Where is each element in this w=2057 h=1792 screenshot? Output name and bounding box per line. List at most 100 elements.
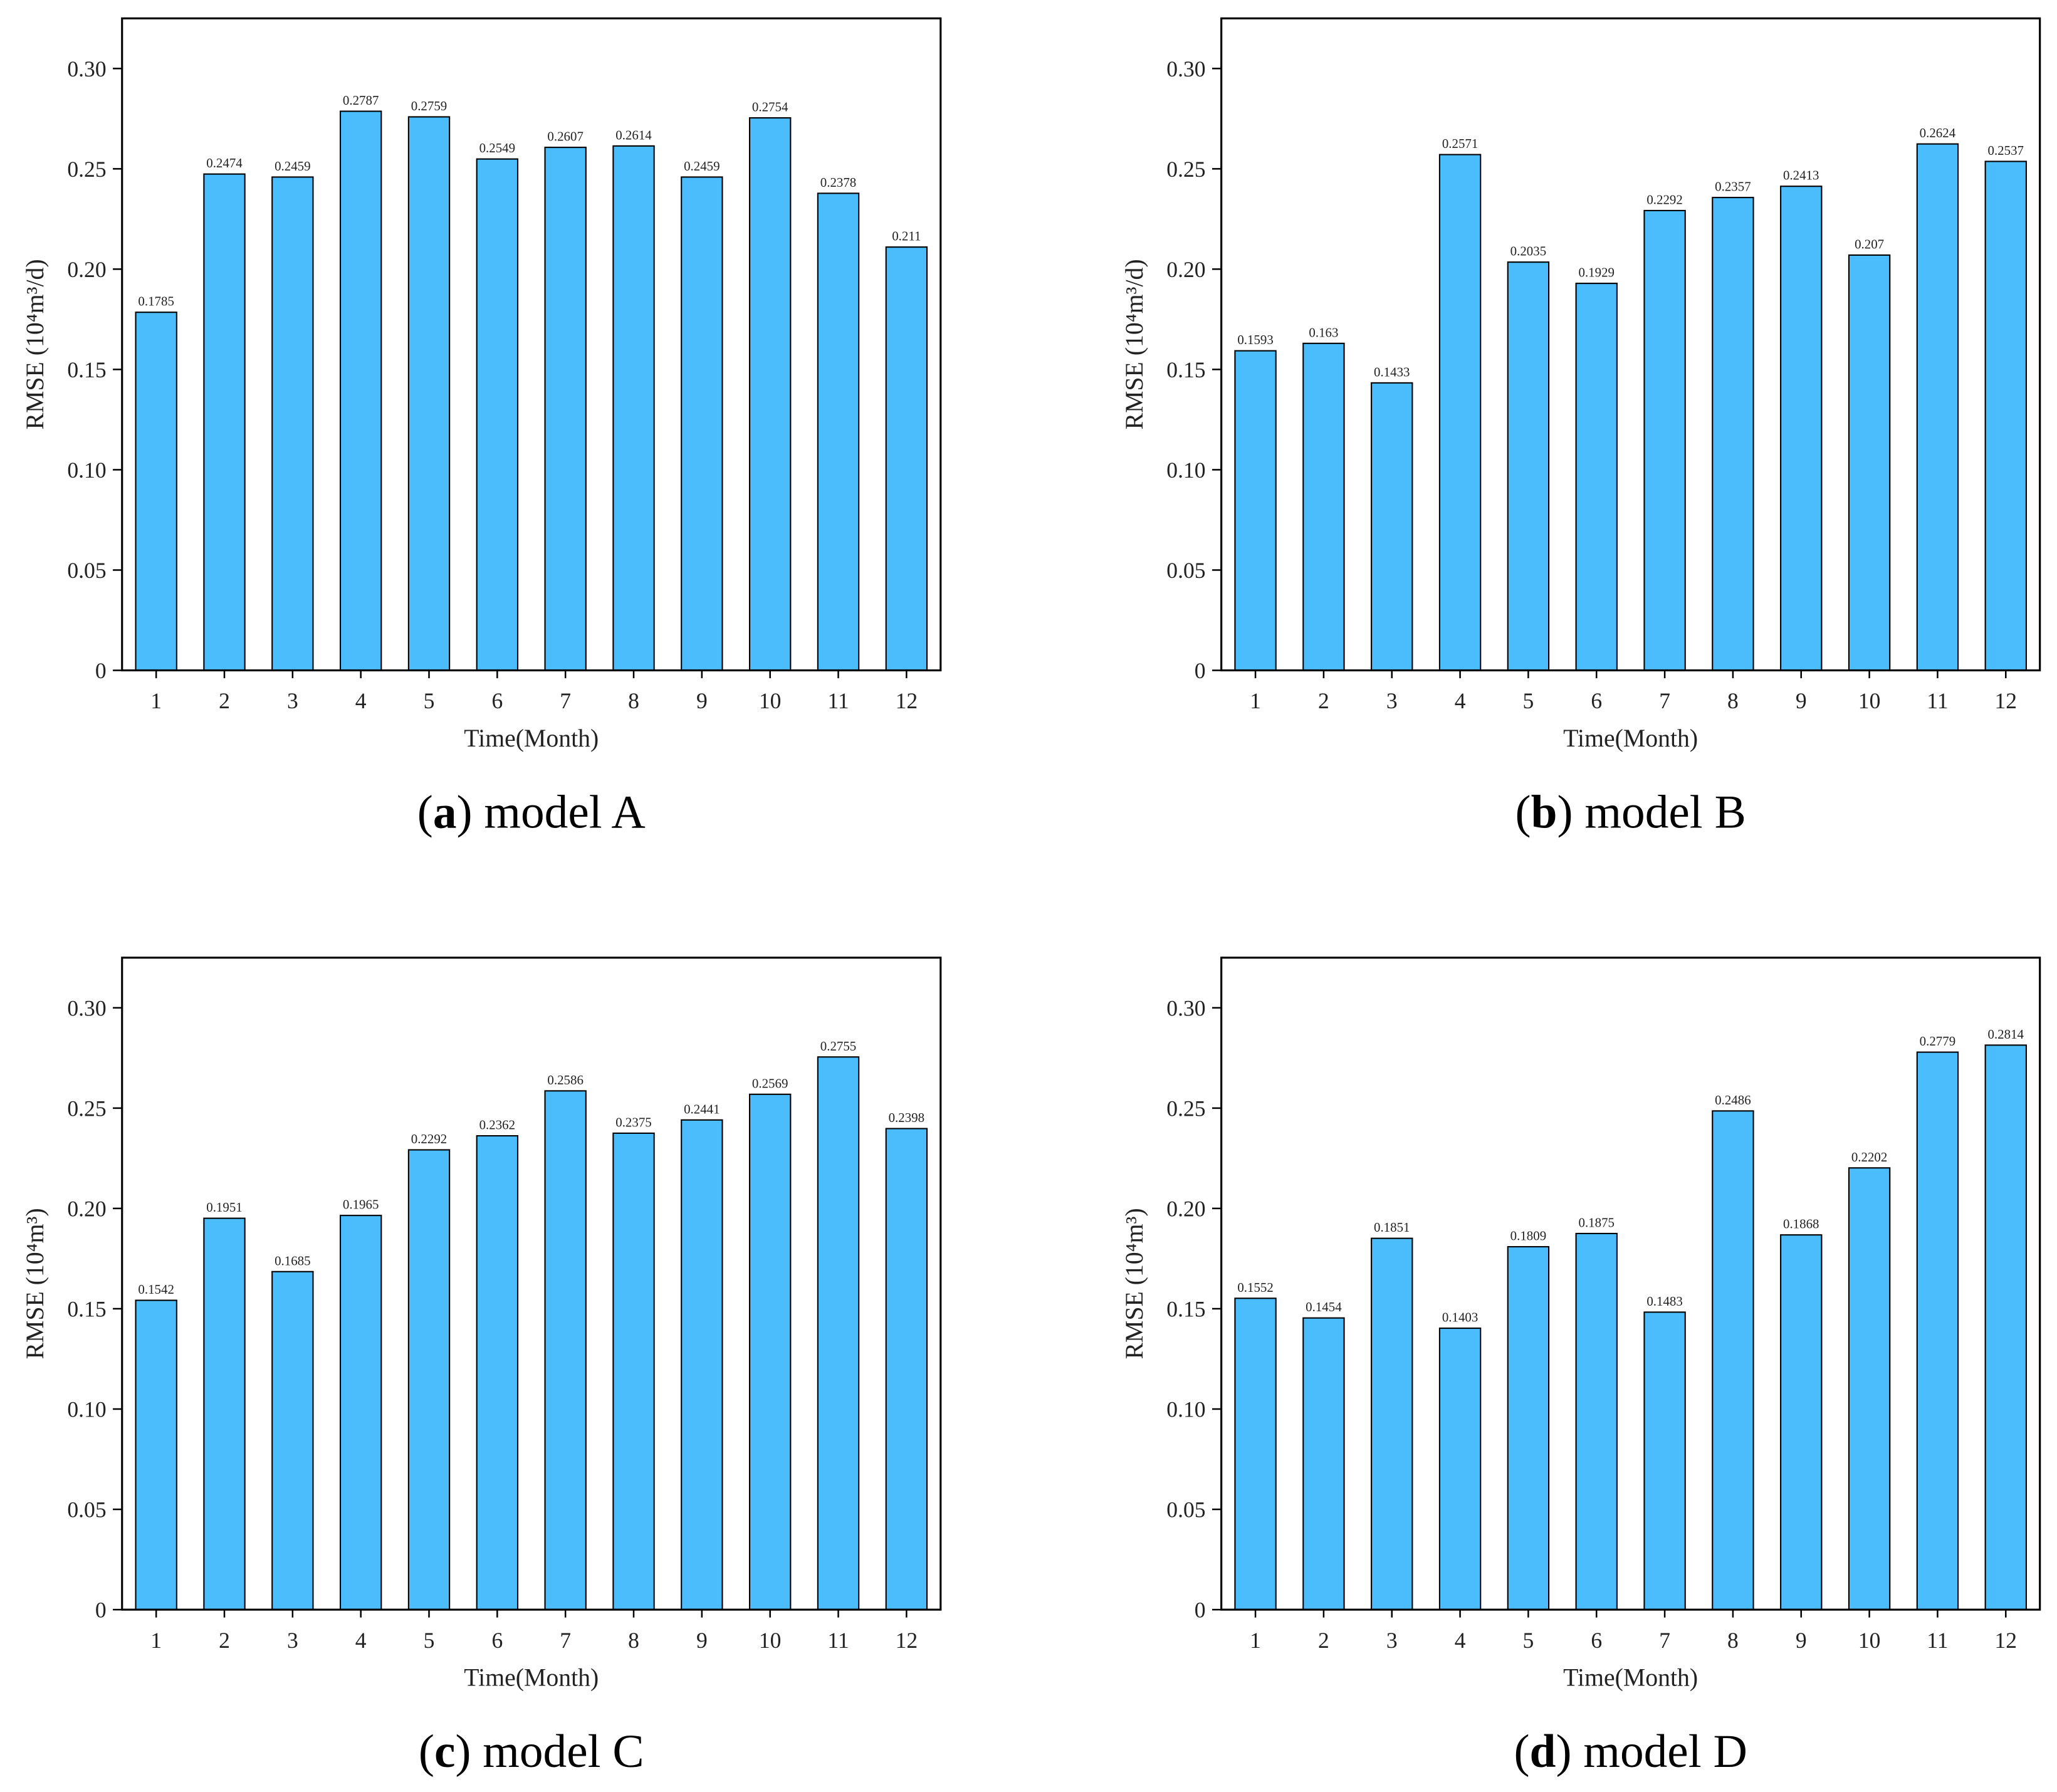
bar [1575,1232,1618,1611]
caption: (a) model A [417,787,646,839]
value-label: 0.163 [1309,325,1338,340]
x-tick-label: 6 [1591,688,1602,713]
bar [476,158,519,671]
x-tick-label: 7 [1659,1628,1670,1653]
bar [1848,254,1891,671]
x-tick-label: 3 [1386,688,1398,713]
bar [135,312,177,671]
x-tick-label: 9 [696,1628,708,1653]
value-label: 0.2292 [1646,192,1683,207]
bar [1438,1327,1482,1611]
bar [1438,154,1482,671]
caption-part: ) model A [457,787,646,839]
bar [1371,1237,1413,1611]
value-label: 0.1785 [138,294,174,309]
bar [1371,382,1413,671]
bar [748,117,792,671]
value-label: 0.1875 [1579,1215,1615,1230]
y-tick-label: 0.15 [1166,1297,1205,1322]
value-label: 0.2202 [1851,1150,1888,1165]
x-tick-label: 2 [1318,688,1329,713]
bar [1712,197,1754,671]
bar [203,1217,246,1611]
x-axis-label: Time(Month) [1563,1664,1698,1691]
value-label: 0.2549 [479,140,516,155]
value-label: 0.2759 [411,98,448,113]
y-tick-label: 0.20 [1166,257,1205,282]
value-label: 0.2814 [1988,1027,2024,1042]
x-tick-label: 2 [1318,1628,1329,1653]
bar [1916,143,1959,671]
y-tick-label: 0.05 [67,558,106,583]
caption: (b) model B [1515,787,1746,839]
value-label: 0.2624 [1920,125,1956,140]
y-tick-label: 0 [95,658,107,683]
x-tick-label: 7 [560,1628,571,1653]
x-tick-label: 9 [696,688,708,713]
y-tick-label: 0.25 [67,1096,106,1121]
y-tick-label: 0.10 [67,458,106,483]
y-axis-label: RMSE (10⁴m³) [21,1208,49,1359]
x-tick-label: 4 [355,1628,367,1653]
bar [1780,1234,1823,1611]
value-label: 0.2292 [411,1131,448,1146]
bar [1302,342,1345,671]
y-tick-label: 0.15 [67,1297,106,1322]
plot-frame [121,17,942,672]
bar [1984,160,2027,671]
bar [135,1299,177,1611]
value-label: 0.1685 [275,1253,311,1268]
x-tick-label: 1 [150,1628,162,1653]
x-tick-label: 6 [491,1628,503,1653]
plot-frame [121,956,942,1611]
value-label: 0.1851 [1374,1220,1410,1235]
y-tick-label: 0.20 [67,257,106,282]
x-axis-label: Time(Month) [1563,725,1698,752]
y-tick-label: 0 [95,1598,107,1623]
x-tick-label: 2 [219,1628,230,1653]
bar [1643,1311,1686,1611]
bar [339,110,382,671]
bar [612,145,655,671]
x-tick-label: 11 [827,1628,849,1653]
y-tick-label: 0.25 [1166,1096,1205,1121]
value-label: 0.211 [892,229,921,244]
bar [1916,1051,1959,1611]
bar [1848,1167,1891,1611]
y-tick-label: 0 [1195,1598,1206,1623]
y-tick-label: 0.25 [1166,157,1205,182]
x-tick-label: 12 [1994,1628,2017,1653]
x-tick-label: 6 [1591,1628,1602,1653]
y-axis-label: RMSE (10⁴m³/d) [21,259,49,429]
x-tick-label: 1 [1250,688,1261,713]
x-tick-label: 4 [1455,688,1466,713]
bar [544,1090,587,1611]
y-tick-label: 0.05 [67,1497,106,1522]
value-label: 0.2459 [275,159,311,174]
y-tick-label: 0.30 [1166,995,1205,1020]
x-tick-label: 10 [1858,1628,1881,1653]
value-label: 0.1868 [1783,1217,1819,1232]
value-label: 0.1403 [1442,1310,1479,1325]
value-label: 0.2459 [684,159,720,174]
x-tick-label: 12 [896,688,918,713]
y-tick-label: 0.10 [1166,1397,1205,1422]
bar [1712,1110,1754,1611]
y-tick-label: 0.20 [1166,1197,1205,1222]
caption-part: ( [417,787,433,839]
value-label: 0.1965 [343,1197,379,1212]
panel: 0 0.05 0.10 0.15 0.20 0.25 0.30 0.1593 1 0.163 2 0.… [1121,17,2041,839]
y-tick-label: 0.05 [1166,558,1205,583]
caption-part: ) model B [1557,787,1746,839]
x-tick-label: 8 [1727,688,1739,713]
x-tick-label: 11 [1927,688,1948,713]
x-tick-label: 10 [1858,688,1881,713]
value-label: 0.2474 [206,155,243,170]
value-label: 0.1454 [1306,1299,1342,1314]
panel: 0 0.05 0.10 0.15 0.20 0.25 0.30 0.1785 1 0.2474 2 0… [21,17,942,839]
value-label: 0.1433 [1374,364,1410,379]
x-tick-label: 12 [1994,688,2017,713]
value-label: 0.1929 [1579,265,1615,280]
bar [1780,186,1823,671]
plot-frame [1220,956,2041,1611]
